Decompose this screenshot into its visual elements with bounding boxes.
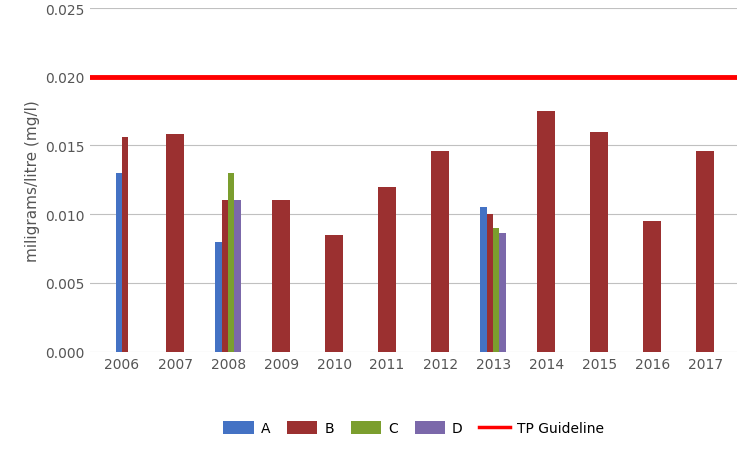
Bar (537, 112, 556, 352)
Bar (499, 234, 506, 352)
Bar (493, 228, 499, 352)
Bar (122, 138, 129, 352)
Bar (481, 208, 487, 352)
Bar (431, 152, 450, 352)
Bar (325, 235, 344, 352)
Legend: A, B, C, D, TP Guideline: A, B, C, D, TP Guideline (217, 416, 610, 441)
Bar (235, 201, 241, 352)
Bar (215, 242, 222, 352)
Bar (116, 174, 122, 352)
Bar (590, 133, 608, 352)
Y-axis label: miligrams/litre (mg/l): miligrams/litre (mg/l) (25, 100, 40, 261)
Bar (487, 215, 493, 352)
Bar (165, 135, 184, 352)
Bar (643, 221, 662, 352)
Bar (696, 152, 714, 352)
Bar (271, 201, 290, 352)
Bar (222, 201, 228, 352)
Bar (378, 187, 396, 352)
Bar (228, 174, 235, 352)
